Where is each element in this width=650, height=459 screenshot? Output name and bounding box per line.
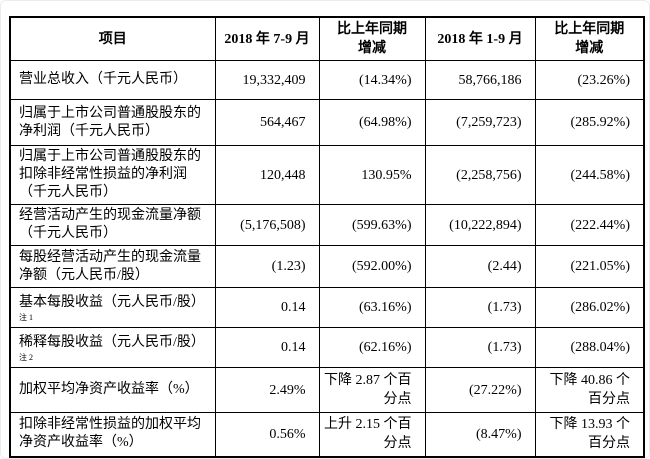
table-body: 营业总收入（千元人民币） 19,332,409 (14.34%) 58,766,… bbox=[9, 60, 645, 457]
q3-change-cell: (14.34%) bbox=[318, 60, 426, 100]
q3-change-cell: 上升 2.15 个百分点 bbox=[318, 412, 426, 457]
ytd-value-cell: (7,259,723) bbox=[424, 99, 536, 146]
row-label-cell: 归属于上市公司普通股股东的净利润（千元人民币） bbox=[9, 99, 216, 146]
q3-change-cell: (62.16%) bbox=[318, 327, 426, 368]
row-label-text: 归属于上市公司普通股股东的净利润（千元人民币） bbox=[19, 105, 201, 139]
ytd-change-cell: 下降 40.86 个百分点 bbox=[534, 367, 645, 413]
col-header-ytd-period: 2018 年 1-9 月 bbox=[424, 16, 536, 61]
row-label-text: 每股经营活动产生的现金流量净额（元人民币/股） bbox=[19, 249, 201, 283]
table-row: 稀释每股收益（元人民币/股） 注 2 0.14 (62.16%) (1.73) … bbox=[9, 327, 645, 368]
q3-change-cell: (64.98%) bbox=[318, 99, 426, 146]
ytd-change-cell: (221.05%) bbox=[534, 245, 645, 288]
table-row: 基本每股收益（元人民币/股） 注 1 0.14 (63.16%) (1.73) … bbox=[9, 287, 645, 328]
ytd-change-cell: (23.26%) bbox=[534, 60, 645, 100]
table-row: 加权平均净资产收益率（%） 2.49% 下降 2.87 个百分点 (27.22%… bbox=[9, 367, 645, 413]
row-label-text: 扣除非经常性损益的加权平均净资产收益率（%） bbox=[19, 417, 201, 451]
financial-summary-table: 项目 2018 年 7-9 月 比上年同期增减 2018 年 1-9 月 比上年… bbox=[9, 16, 645, 458]
table-row: 归属于上市公司普通股股东的扣除非经常性损益的净利润（千元人民币） 120,448… bbox=[9, 145, 645, 205]
ytd-value-cell: (1.73) bbox=[424, 327, 536, 368]
ytd-change-cell: (244.58%) bbox=[534, 145, 645, 205]
ytd-value-cell: (2,258,756) bbox=[424, 145, 536, 205]
ytd-value-cell: (10,222,894) bbox=[424, 204, 536, 246]
col-header-q3-change: 比上年同期增减 bbox=[318, 16, 426, 61]
q3-change-cell: 130.95% bbox=[318, 145, 426, 205]
ytd-value-cell: (1.73) bbox=[424, 287, 536, 328]
table-row: 归属于上市公司普通股股东的净利润（千元人民币） 564,467 (64.98%)… bbox=[9, 99, 645, 146]
row-label-cell: 加权平均净资产收益率（%） bbox=[9, 367, 216, 413]
header-row: 项目 2018 年 7-9 月 比上年同期增减 2018 年 1-9 月 比上年… bbox=[9, 16, 645, 61]
row-label-cell: 基本每股收益（元人民币/股） 注 1 bbox=[9, 287, 216, 328]
ytd-change-cell: (222.44%) bbox=[534, 204, 645, 246]
row-label-cell: 稀释每股收益（元人民币/股） 注 2 bbox=[9, 327, 216, 368]
ytd-change-cell: 下降 13.93 个百分点 bbox=[534, 412, 645, 457]
row-label-cell: 每股经营活动产生的现金流量净额（元人民币/股） bbox=[9, 245, 216, 288]
ytd-change-cell: (288.04%) bbox=[534, 327, 645, 368]
table-row: 经营活动产生的现金流量净额（千元人民币） (5,176,508) (599.63… bbox=[9, 204, 645, 246]
q3-value-cell: 2.49% bbox=[214, 367, 320, 413]
q3-value-cell: 0.14 bbox=[214, 287, 320, 328]
row-label-cell: 归属于上市公司普通股股东的扣除非经常性损益的净利润（千元人民币） bbox=[9, 145, 216, 205]
q3-value-cell: (5,176,508) bbox=[214, 204, 320, 246]
q3-value-cell: 564,467 bbox=[214, 99, 320, 146]
col-header-q3-period: 2018 年 7-9 月 bbox=[214, 16, 320, 61]
table-row: 扣除非经常性损益的加权平均净资产收益率（%） 0.56% 上升 2.15 个百分… bbox=[9, 412, 645, 457]
q3-value-cell: 19,332,409 bbox=[214, 60, 320, 100]
row-label-cell: 营业总收入（千元人民币） bbox=[9, 60, 216, 100]
col-header-ytd-change: 比上年同期增减 bbox=[534, 16, 645, 61]
row-label-text: 加权平均净资产收益率（%） bbox=[19, 382, 199, 397]
q3-change-cell: (63.16%) bbox=[318, 287, 426, 328]
q3-value-cell: 120,448 bbox=[214, 145, 320, 205]
row-label-cell: 经营活动产生的现金流量净额（千元人民币） bbox=[9, 204, 216, 246]
ytd-value-cell: (27.22%) bbox=[424, 367, 536, 413]
q3-value-cell: 0.56% bbox=[214, 412, 320, 457]
row-label-text: 经营活动产生的现金流量净额（千元人民币） bbox=[19, 208, 201, 241]
col-header-q3-change-label: 比上年同期增减 bbox=[337, 22, 407, 56]
ytd-change-cell: (285.92%) bbox=[534, 99, 645, 146]
row-label-text: 基本每股收益（元人民币/股） bbox=[19, 294, 205, 310]
q3-value-cell: (1.23) bbox=[214, 245, 320, 288]
ytd-value-cell: 58,766,186 bbox=[424, 60, 536, 100]
table-row: 每股经营活动产生的现金流量净额（元人民币/股） (1.23) (592.00%)… bbox=[9, 245, 645, 288]
col-header-ytd-change-label: 比上年同期增减 bbox=[554, 22, 625, 56]
q3-change-cell: (592.00%) bbox=[318, 245, 426, 288]
q3-change-cell: 下降 2.87 个百分点 bbox=[318, 367, 426, 413]
row-label-text: 营业总收入（千元人民币） bbox=[19, 72, 187, 87]
ytd-change-cell: (286.02%) bbox=[534, 287, 645, 328]
row-label-text: 归属于上市公司普通股股东的扣除非经常性损益的净利润（千元人民币） bbox=[19, 149, 201, 200]
q3-change-cell: (599.63%) bbox=[318, 204, 426, 246]
q3-value-cell: 0.14 bbox=[214, 327, 320, 368]
row-footnote-marker: 注 1 bbox=[19, 312, 33, 322]
col-header-item: 项目 bbox=[9, 16, 216, 61]
row-label-text: 稀释每股收益（元人民币/股） bbox=[19, 334, 205, 350]
ytd-value-cell: (2.44) bbox=[424, 245, 536, 288]
table-row: 营业总收入（千元人民币） 19,332,409 (14.34%) 58,766,… bbox=[9, 60, 645, 100]
ytd-value-cell: (8.47%) bbox=[424, 412, 536, 457]
row-label-cell: 扣除非经常性损益的加权平均净资产收益率（%） bbox=[9, 412, 216, 457]
row-footnote-marker: 注 2 bbox=[19, 352, 33, 362]
